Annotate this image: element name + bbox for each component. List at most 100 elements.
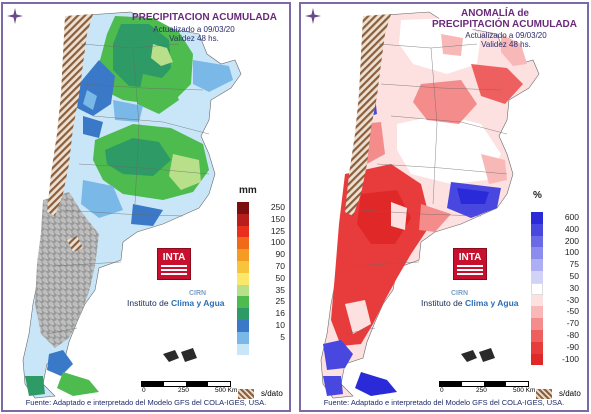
legend-label: 5 [280,331,285,342]
legend-swatch [531,329,543,342]
legend-swatch [237,308,249,320]
legend-swatch [531,259,543,271]
legend-label: 125 [270,225,285,236]
scale-label-250: 250 [476,387,487,394]
legend-swatch [531,223,543,236]
legend-row: 600 [531,212,587,224]
legend-label: -80 [566,329,579,340]
argentina-precipitation-map [22,11,242,399]
legend-row: 100 [531,247,587,260]
legend-unit: % [533,190,542,201]
cirn-label: CIRN [451,290,469,297]
compass-rose-icon [7,8,23,24]
institute-label: Instituto de Clima y Agua [421,298,519,308]
legend-swatch [237,237,249,250]
institute-label: Instituto de Clima y Agua [127,298,225,308]
legend-label: 100 [270,237,285,248]
legend-swatch [237,272,249,285]
legend-row: -90 [531,341,587,354]
legend-row: 16 [237,308,289,320]
legend-row: 400 [531,223,587,236]
compass-rose-icon [305,8,321,24]
legend-row: 200 [531,235,587,248]
legend-row: 150 [237,213,289,226]
legend-swatch [531,235,543,248]
legend-row: 35 [237,284,289,297]
anomaly-legend: 600 400 200 100 75 50 30 -30 -50 -70 -80 -90 -100 [531,212,587,366]
legend-row: 25 [237,296,289,309]
legend-label: -90 [566,341,579,352]
legend-swatch [237,202,249,214]
legend-row: -70 [531,318,587,330]
legend-label: 100 [564,247,579,258]
source-caption: Fuente: Adaptado e interpretado del Mode… [25,398,267,407]
legend-label: 150 [270,213,285,224]
cirn-label: CIRN [189,290,207,297]
legend-swatch [531,270,543,283]
legend-swatch [237,331,249,344]
legend-label: -50 [566,306,579,317]
legend-row: 100 [237,237,289,250]
legend-row: 30 [531,282,587,295]
legend-label: 16 [275,308,285,319]
legend-row: 70 [237,260,289,273]
legend-label: -70 [566,318,579,329]
no-data-label: s/dato [559,389,581,398]
inta-logo: INTA [453,248,487,280]
validity-label: Validez 48 hs. [169,34,219,43]
legend-label: 250 [270,202,285,212]
legend-row: -50 [531,306,587,319]
legend-swatch [531,318,543,330]
legend-swatch [237,260,249,273]
legend-swatch [237,319,249,332]
legend-swatch [237,213,249,226]
legend-row: 75 [531,259,587,271]
legend-unit: mm [239,185,257,196]
legend-row: -100 [531,353,587,366]
legend-row: 125 [237,225,289,238]
validity-label: Validez 48 hs. [481,40,531,49]
updated-date: Actualizado a 09/03/20 [153,25,235,34]
legend-swatch [237,343,249,356]
no-data-swatch [238,389,254,399]
legend-row: 250 [237,202,289,214]
no-data-swatch [536,389,552,399]
legend-row: 50 [237,272,289,285]
legend-label: 600 [564,212,579,222]
legend-row: 10 [237,319,289,332]
map-title-line1: ANOMALÍA de [461,8,529,19]
legend-label: 200 [564,235,579,246]
scale-label-250: 250 [178,387,189,394]
legend-label: 30 [569,282,579,293]
anomaly-map-panel: ANOMALÍA de PRECIPITACIÓN ACUMULADA Actu… [299,2,589,412]
legend-swatch [237,296,249,309]
updated-date: Actualizado a 09/03/20 [465,31,547,40]
scale-label-500: 500 Km [215,387,238,394]
legend-row [237,343,289,356]
map-title: PRECIPITACION ACUMULADA [132,12,277,23]
scale-bar [439,381,529,387]
scale-label-0: 0 [142,387,146,394]
legend-row: -30 [531,294,587,307]
legend-label: 50 [275,272,285,283]
legend-swatch [531,341,543,354]
scale-bar [141,381,231,387]
legend-label: -30 [566,294,579,305]
legend-swatch [237,225,249,238]
map-title-line2: PRECIPITACIÓN ACUMULADA [432,19,577,30]
legend-swatch [531,294,543,307]
legend-swatch [531,353,543,366]
legend-label: 10 [275,319,285,330]
legend-swatch [531,247,543,260]
legend-swatch [531,306,543,319]
legend-swatch [237,284,249,297]
legend-swatch [531,212,543,224]
legend-row: 90 [237,249,289,261]
legend-label: 70 [275,260,285,271]
source-caption: Fuente: Adaptado e interpretado del Mode… [323,398,565,407]
legend-label: 25 [275,296,285,307]
legend-swatch [237,249,249,261]
legend-row: -80 [531,329,587,342]
legend-label: 35 [275,284,285,295]
inta-logo: INTA [157,248,191,280]
